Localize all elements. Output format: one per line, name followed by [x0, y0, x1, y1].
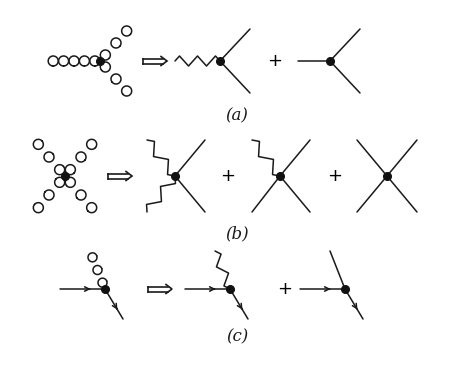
Text: +: + — [220, 167, 236, 185]
Text: +: + — [267, 52, 283, 70]
Text: +: + — [277, 280, 292, 298]
Text: (b): (b) — [225, 226, 249, 243]
Text: (a): (a) — [226, 108, 248, 125]
Text: +: + — [328, 167, 343, 185]
Text: (c): (c) — [226, 328, 248, 345]
